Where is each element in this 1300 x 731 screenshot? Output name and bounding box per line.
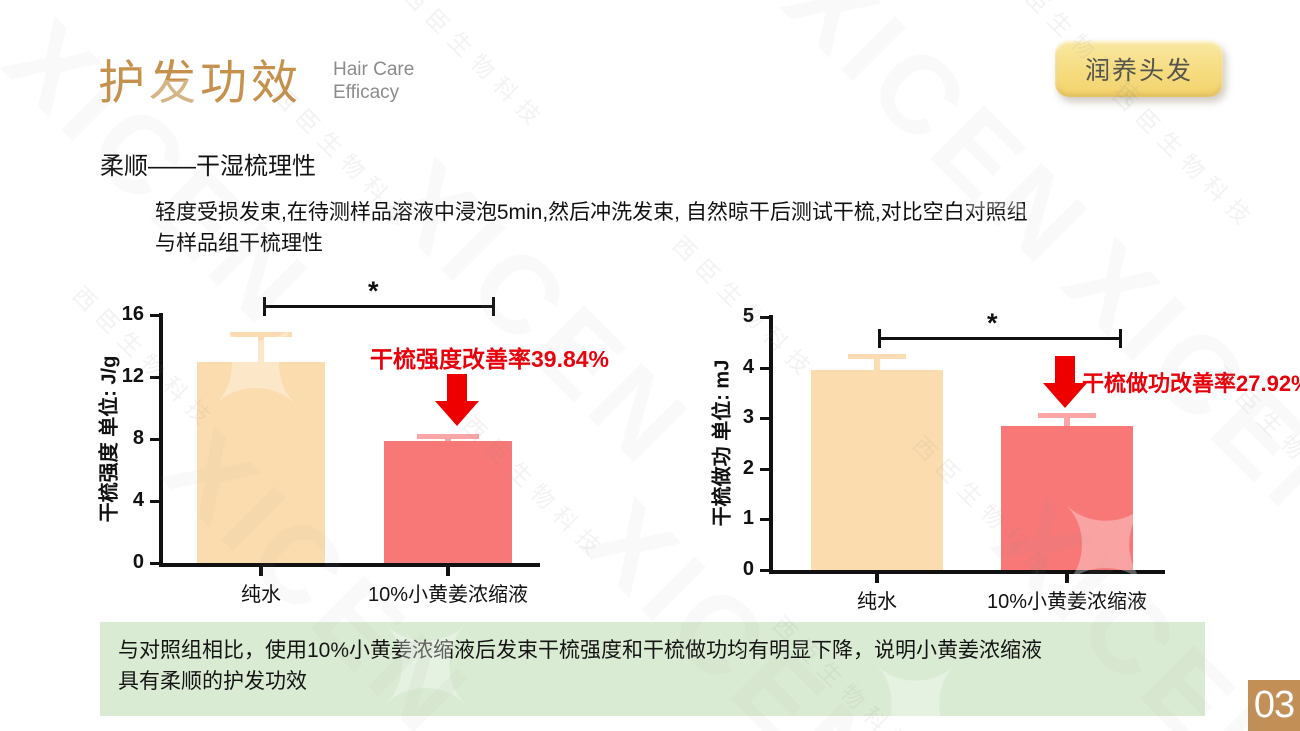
- bar-sample: [1001, 425, 1133, 570]
- x-tick-mark: [1065, 574, 1069, 583]
- y-tick-label: 3: [742, 406, 754, 429]
- significance-asterisk: *: [987, 308, 998, 338]
- y-tick-label: 16: [121, 303, 144, 325]
- y-tick-label: 4: [742, 355, 754, 378]
- topic-badge: 润养头发: [1055, 40, 1223, 97]
- x-axis-line: [159, 563, 540, 567]
- error-bar-stem: [258, 333, 264, 365]
- watermark-star-icon: ✦: [889, 82, 1098, 291]
- down-arrow-icon: [435, 374, 479, 426]
- y-tick-mark: [760, 518, 769, 522]
- y-axis-line: [769, 315, 773, 574]
- subtitle-line-1: Hair Care: [333, 59, 415, 80]
- watermark-star-icon: ✦: [469, 0, 678, 181]
- arrow-head: [1043, 383, 1087, 408]
- error-bar-cap: [1038, 412, 1096, 418]
- subtitle-line-2: Efficacy: [333, 82, 400, 103]
- y-tick-label: 8: [132, 427, 144, 449]
- x-tick-mark: [446, 567, 450, 576]
- error-bar-stem: [445, 435, 451, 444]
- y-tick-mark: [150, 562, 159, 565]
- y-tick-label: 1: [742, 507, 754, 530]
- y-tick-label: 5: [742, 305, 754, 327]
- x-tick-mark: [259, 567, 263, 576]
- chart-dry-comb-strength: 干梳强度 单位: J/g * 干梳强度改善率39.84% 0 4 8 12 16 纯水 10…: [80, 276, 640, 610]
- significance-bracket-cap-right: [492, 297, 495, 316]
- y-axis-title: 干梳做功 单位: mJ: [711, 359, 734, 527]
- error-bar-stem: [1064, 414, 1070, 429]
- conclusion-box: 与对照组相比，使用10%小黄姜浓缩液后发束干梳强度和干梳做功均有明显下降，说明小…: [100, 622, 1205, 716]
- y-tick-mark: [760, 467, 769, 471]
- category-label: 10%小黄姜浓缩液: [986, 591, 1148, 613]
- arrow-shaft: [1055, 356, 1075, 383]
- y-tick-mark: [760, 569, 769, 572]
- page-title: 护发功效: [98, 56, 302, 109]
- method-description-line-1: 轻度受损发束,在待测样品溶液中浸泡5min,然后冲洗发束, 自然晾干后测试干梳,…: [155, 201, 1028, 224]
- significance-bracket-line: [263, 305, 495, 308]
- y-tick-mark: [150, 376, 159, 379]
- down-arrow-icon: [1043, 356, 1087, 408]
- y-tick-mark: [150, 500, 159, 503]
- y-tick-label: 12: [121, 365, 144, 387]
- watermark-brand-text-zh: 西臣生物科技: [397, 0, 552, 136]
- bar-control: [811, 370, 943, 570]
- chart-dry-comb-work: 干梳做功 单位: mJ * 干梳做功改善率27.92% 0 1 2 3 4 5 纯水 10%小…: [700, 280, 1300, 613]
- error-bar-cap: [230, 331, 292, 337]
- error-bar-cap: [848, 354, 906, 360]
- significance-bracket-line: [878, 337, 1122, 340]
- conclusion-line-2: 具有柔顺的护发功效: [118, 670, 307, 693]
- error-bar-stem: [874, 356, 880, 374]
- category-label: 纯水: [857, 591, 897, 613]
- method-description-line-2: 与样品组干梳理性: [155, 232, 323, 255]
- significance-asterisk: *: [368, 276, 379, 306]
- page-number: 03: [1248, 680, 1300, 731]
- x-axis-line: [769, 570, 1165, 574]
- y-tick-mark: [760, 366, 769, 370]
- y-tick-label: 0: [742, 558, 754, 580]
- x-tick-mark: [875, 574, 879, 583]
- bar-sample: [384, 440, 512, 563]
- y-tick-label: 2: [742, 456, 754, 479]
- y-tick-label: 0: [132, 551, 144, 573]
- significance-bracket-cap-left: [263, 297, 266, 316]
- conclusion-line-1: 与对照组相比，使用10%小黄姜浓缩液后发束干梳强度和干梳做功均有明显下降，说明小…: [118, 639, 1043, 662]
- y-tick-mark: [150, 314, 159, 317]
- y-tick-label: 4: [132, 489, 144, 511]
- section-heading: 柔顺——干湿梳理性: [100, 153, 316, 180]
- category-label: 10%小黄姜浓缩液: [367, 584, 529, 606]
- category-label: 纯水: [241, 584, 281, 606]
- y-tick-mark: [150, 438, 159, 441]
- method-description: 轻度受损发束,在待测样品溶液中浸泡5min,然后冲洗发束, 自然晾干后测试干梳,…: [155, 197, 1245, 259]
- improvement-annotation: 干梳强度改善率39.84%: [370, 346, 610, 372]
- improvement-annotation: 干梳做功改善率27.92%: [1082, 371, 1300, 396]
- y-axis-line: [159, 313, 163, 567]
- arrow-shaft: [447, 374, 467, 401]
- significance-bracket-cap-right: [1119, 329, 1122, 348]
- y-tick-mark: [760, 417, 769, 421]
- page-subtitle: Hair Care Efficacy: [333, 58, 414, 104]
- y-tick-mark: [760, 316, 769, 319]
- bar-control: [197, 361, 325, 563]
- error-bar-cap: [417, 433, 479, 439]
- significance-bracket-cap-left: [878, 329, 881, 348]
- arrow-head: [435, 401, 479, 426]
